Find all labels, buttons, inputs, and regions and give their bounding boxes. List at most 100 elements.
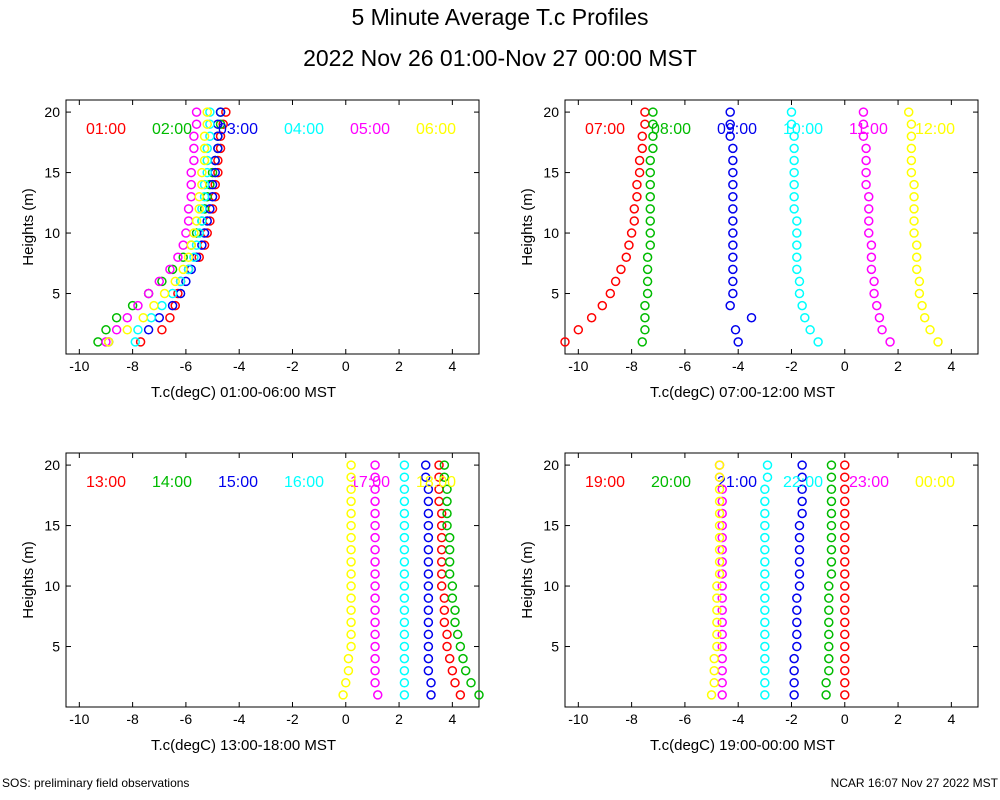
data-point xyxy=(420,472,431,482)
data-point xyxy=(370,545,380,555)
data-point xyxy=(706,690,717,700)
data-point xyxy=(423,484,434,495)
data-point xyxy=(821,678,831,688)
data-point xyxy=(717,629,727,640)
data-point xyxy=(399,508,410,519)
legend-label: 11:00 xyxy=(849,121,888,138)
data-point xyxy=(840,557,850,567)
data-point xyxy=(909,192,919,202)
data-point xyxy=(714,532,725,543)
data-point xyxy=(728,216,738,226)
series-1500 xyxy=(420,460,436,700)
data-point xyxy=(794,581,805,591)
data-point xyxy=(399,460,410,470)
data-point xyxy=(399,569,410,579)
data-point xyxy=(215,131,226,142)
data-point xyxy=(101,337,111,347)
x-tick-label: 2 xyxy=(894,358,902,374)
data-point xyxy=(824,629,834,640)
data-point xyxy=(442,629,452,640)
data-point xyxy=(436,520,447,531)
data-point xyxy=(824,581,834,591)
data-point xyxy=(205,119,215,129)
data-point xyxy=(840,508,850,519)
data-point xyxy=(911,252,922,262)
data-point xyxy=(399,472,410,482)
data-point xyxy=(215,107,226,117)
data-point xyxy=(789,155,799,166)
data-point xyxy=(621,252,632,262)
data-point xyxy=(642,288,653,299)
data-point xyxy=(466,678,476,688)
legend-label: 18:00 xyxy=(416,474,456,491)
data-point xyxy=(760,496,770,507)
data-point xyxy=(197,240,207,250)
data-point xyxy=(186,167,196,178)
data-point xyxy=(903,107,914,117)
data-point xyxy=(450,678,460,688)
data-point xyxy=(717,520,727,531)
legend-label: 06:00 xyxy=(416,121,456,138)
series-0000 xyxy=(706,460,725,700)
data-point xyxy=(760,508,770,519)
data-point xyxy=(789,131,799,142)
data-point xyxy=(792,264,802,275)
data-point xyxy=(869,276,879,287)
data-point xyxy=(189,143,199,154)
data-point xyxy=(717,484,727,495)
data-point xyxy=(447,581,458,591)
data-point xyxy=(624,240,634,250)
data-point xyxy=(213,155,223,166)
data-point xyxy=(909,228,919,238)
data-point xyxy=(130,337,141,347)
x-tick-label: -2 xyxy=(286,358,299,374)
data-point xyxy=(640,300,650,311)
data-point xyxy=(906,167,917,178)
data-point xyxy=(370,617,380,628)
data-point xyxy=(840,532,850,543)
data-point xyxy=(213,143,223,154)
legend-label: 16:00 xyxy=(284,474,324,491)
data-point xyxy=(452,629,463,640)
data-point xyxy=(792,216,802,226)
data-point xyxy=(645,167,656,178)
data-point xyxy=(712,641,722,652)
footer-note: SOS: preliminary field observations xyxy=(2,776,190,790)
data-point xyxy=(616,264,626,275)
data-point xyxy=(906,119,917,129)
data-point xyxy=(840,665,850,676)
data-point xyxy=(826,532,837,543)
data-point xyxy=(343,665,354,676)
data-point xyxy=(426,690,436,700)
data-point xyxy=(861,155,871,166)
data-point xyxy=(213,167,223,178)
data-point xyxy=(800,312,810,323)
data-point xyxy=(786,119,797,129)
y-axis-label: Heights (m) xyxy=(20,541,37,619)
data-point xyxy=(138,312,149,323)
data-point xyxy=(101,325,111,335)
data-point xyxy=(648,143,658,154)
data-point xyxy=(370,484,380,495)
data-point xyxy=(760,593,770,603)
legend-label: 02:00 xyxy=(152,121,192,138)
data-point xyxy=(167,264,178,275)
data-point xyxy=(645,216,656,226)
data-point xyxy=(760,665,770,676)
data-point xyxy=(423,665,434,676)
data-point xyxy=(370,460,380,470)
data-point xyxy=(826,496,837,507)
data-point xyxy=(370,520,380,531)
x-tick-label: 0 xyxy=(342,711,350,727)
data-point xyxy=(399,496,410,507)
legend-label: 12:00 xyxy=(915,121,955,138)
data-point xyxy=(189,252,199,262)
data-point xyxy=(906,131,917,142)
data-point xyxy=(917,300,927,311)
data-point xyxy=(866,240,877,250)
y-tick-label: 20 xyxy=(543,457,559,473)
x-tick-label: -10 xyxy=(568,358,588,374)
data-point xyxy=(346,593,356,603)
x-tick-label: -4 xyxy=(233,711,246,727)
data-point xyxy=(861,143,871,154)
